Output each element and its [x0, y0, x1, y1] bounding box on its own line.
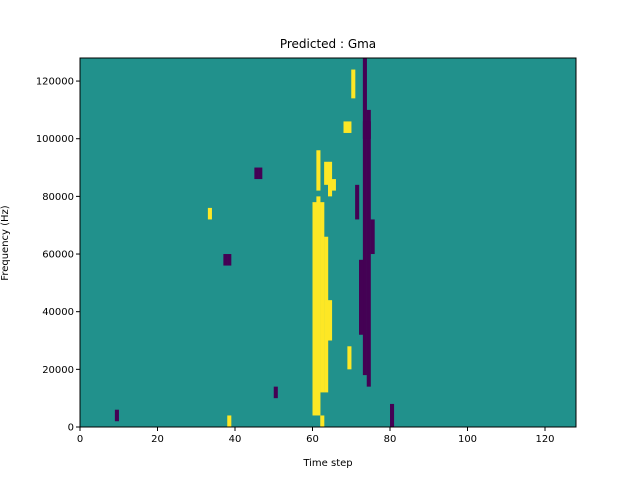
heatmap-cell — [227, 415, 232, 427]
y-tick-label: 80000 — [42, 192, 74, 203]
y-tick-label: 0 — [68, 423, 74, 434]
heatmap-cell — [331, 179, 336, 191]
heatmap-cell — [320, 202, 325, 393]
heatmap-cell — [227, 254, 232, 266]
heatmap-cell — [316, 196, 321, 416]
heatmap-cell — [316, 150, 321, 191]
heatmap-cell — [355, 184, 360, 220]
heatmap-cell — [273, 386, 278, 399]
heatmap-cell — [324, 161, 329, 185]
x-axis: 0 20 40 60 80 100 120 — [77, 427, 555, 445]
heatmap-cell — [312, 202, 317, 416]
heatmap-cell — [254, 167, 259, 180]
x-tick-label: 60 — [306, 434, 319, 445]
heatmap-cell — [347, 121, 352, 133]
x-tick-label: 0 — [77, 434, 83, 445]
plot-area — [79, 57, 577, 428]
heatmap-cell — [351, 69, 356, 99]
heatmap-cell — [328, 300, 333, 341]
chart-title: Predicted : Gma — [280, 37, 376, 51]
y-tick-label: 20000 — [42, 365, 74, 376]
y-tick-label: 120000 — [36, 77, 74, 88]
heatmap-cell — [114, 409, 119, 422]
y-axis-label: Frequency (Hz) — [0, 205, 11, 281]
heatmap-cell — [324, 236, 329, 393]
y-tick-label: 40000 — [42, 307, 74, 318]
x-tick-label: 40 — [229, 434, 242, 445]
heatmap-cell — [223, 254, 228, 266]
x-tick-label: 100 — [458, 434, 477, 445]
x-tick-label: 20 — [151, 434, 164, 445]
axes-frame — [79, 57, 577, 428]
x-axis-label: Time step — [302, 458, 352, 469]
heatmap-cell — [343, 121, 348, 133]
heatmap-cell — [362, 121, 367, 139]
heatmap-cell — [370, 219, 375, 255]
heatmap-cell — [362, 58, 367, 376]
heatmap-cell — [390, 403, 395, 427]
heatmap-cell — [207, 207, 212, 220]
heatmap-cell — [366, 109, 371, 387]
heatmap-cell — [359, 259, 364, 335]
heatmap-cell — [258, 167, 263, 180]
y-tick-label: 100000 — [36, 134, 74, 145]
heatmap-cell — [320, 415, 325, 427]
y-tick-label: 60000 — [42, 250, 74, 261]
x-tick-label: 120 — [535, 434, 554, 445]
heatmap-cell — [366, 121, 371, 139]
x-tick-label: 80 — [384, 434, 397, 445]
heatmap-cell — [347, 346, 352, 370]
y-axis: 0 20000 40000 60000 80000 100000 120000 — [36, 77, 80, 434]
heatmap-cell — [328, 161, 333, 197]
